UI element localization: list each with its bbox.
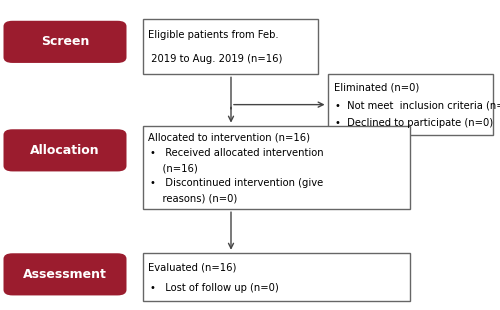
Text: Evaluated (n=16): Evaluated (n=16) [148,262,237,272]
FancyBboxPatch shape [328,74,492,135]
Text: Assessment: Assessment [23,268,107,281]
Text: 2019 to Aug. 2019 (n=16): 2019 to Aug. 2019 (n=16) [148,54,283,64]
Text: (n=16): (n=16) [150,163,198,173]
Text: reasons) (n=0): reasons) (n=0) [150,193,238,204]
Text: Allocated to intervention (n=16): Allocated to intervention (n=16) [148,133,310,143]
Text: •   Discontinued intervention (give: • Discontinued intervention (give [150,178,323,188]
Text: Allocation: Allocation [30,144,100,157]
FancyBboxPatch shape [142,253,410,301]
FancyBboxPatch shape [142,19,318,74]
Text: •   Received allocated intervention: • Received allocated intervention [150,148,324,158]
Text: Eligible patients from Feb.: Eligible patients from Feb. [148,30,279,40]
Text: •   Lost of follow up (n=0): • Lost of follow up (n=0) [150,282,279,293]
FancyBboxPatch shape [4,129,126,171]
FancyBboxPatch shape [4,253,126,295]
Text: •  Not meet  inclusion criteria (n=0): • Not meet inclusion criteria (n=0) [335,100,500,110]
FancyBboxPatch shape [142,126,410,209]
Text: •  Declined to participate (n=0): • Declined to participate (n=0) [335,118,493,128]
Text: Eliminated (n=0): Eliminated (n=0) [334,83,419,93]
FancyBboxPatch shape [4,21,126,63]
Text: Screen: Screen [41,35,89,48]
